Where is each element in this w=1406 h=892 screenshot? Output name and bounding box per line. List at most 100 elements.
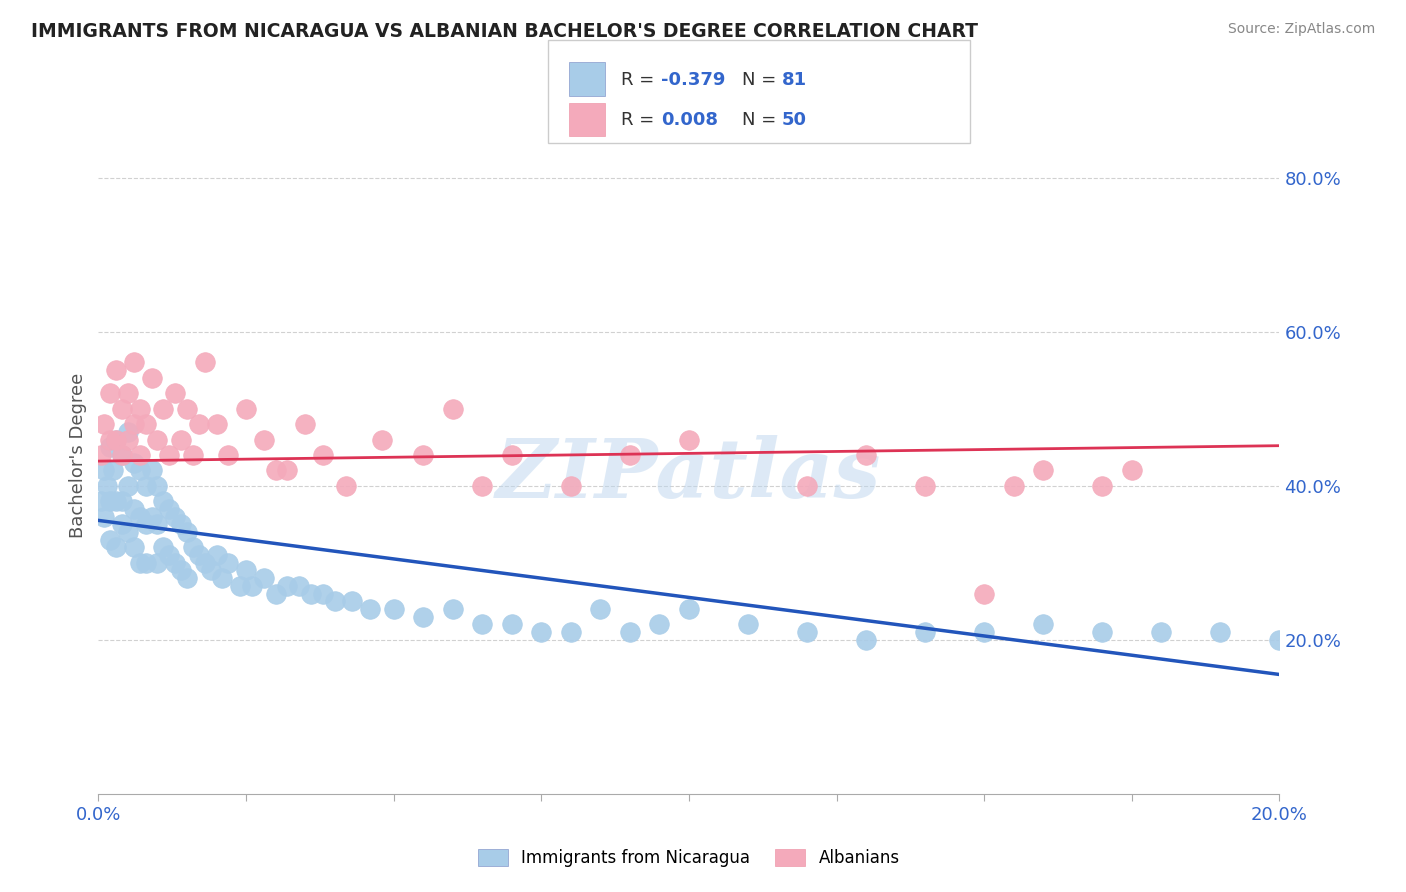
Point <box>560 479 582 493</box>
Point <box>111 517 134 532</box>
Point <box>122 355 145 369</box>
Point <box>128 509 150 524</box>
Point <box>98 533 121 547</box>
Text: IMMIGRANTS FROM NICARAGUA VS ALBANIAN BACHELOR'S DEGREE CORRELATION CHART: IMMIGRANTS FROM NICARAGUA VS ALBANIAN BA… <box>31 22 979 41</box>
Point <box>796 625 818 640</box>
Point <box>93 463 115 477</box>
Point <box>98 494 121 508</box>
Point <box>235 564 257 578</box>
Point <box>128 463 150 477</box>
Point <box>176 401 198 416</box>
Point <box>176 524 198 539</box>
Text: N =: N = <box>742 112 782 129</box>
Point <box>1268 632 1291 647</box>
Point <box>122 417 145 431</box>
Point <box>157 448 180 462</box>
Point <box>678 602 700 616</box>
Point <box>165 556 187 570</box>
Point <box>105 541 128 555</box>
Text: R =: R = <box>621 71 661 89</box>
Point <box>264 463 287 477</box>
Point <box>170 433 193 447</box>
Point <box>312 448 335 462</box>
Point <box>1150 625 1173 640</box>
Point <box>103 463 125 477</box>
Point <box>294 417 316 431</box>
Point <box>111 448 134 462</box>
Point <box>135 556 157 570</box>
Point <box>737 617 759 632</box>
Point <box>471 479 494 493</box>
Text: N =: N = <box>742 71 782 89</box>
Point <box>128 448 150 462</box>
Point <box>299 586 322 600</box>
Point <box>1209 625 1232 640</box>
Point <box>441 602 464 616</box>
Point <box>412 609 434 624</box>
Point <box>276 463 298 477</box>
Point <box>157 501 180 516</box>
Point <box>117 524 139 539</box>
Point <box>530 625 553 640</box>
Point <box>235 401 257 416</box>
Point <box>1121 463 1143 477</box>
Point <box>96 479 118 493</box>
Point <box>128 556 150 570</box>
Point <box>194 355 217 369</box>
Point <box>441 401 464 416</box>
Point <box>152 541 174 555</box>
Point <box>117 433 139 447</box>
Point <box>135 417 157 431</box>
Point <box>146 479 169 493</box>
Point <box>560 625 582 640</box>
Point <box>312 586 335 600</box>
Point <box>187 548 209 562</box>
Point <box>135 479 157 493</box>
Point <box>141 371 163 385</box>
Point <box>264 586 287 600</box>
Point <box>105 363 128 377</box>
Point <box>93 509 115 524</box>
Point <box>211 571 233 585</box>
Point <box>217 448 239 462</box>
Legend: Immigrants from Nicaragua, Albanians: Immigrants from Nicaragua, Albanians <box>471 842 907 873</box>
Point <box>200 564 222 578</box>
Point <box>205 548 228 562</box>
Point <box>205 417 228 431</box>
Point <box>152 401 174 416</box>
Point <box>122 456 145 470</box>
Point <box>146 433 169 447</box>
Point <box>90 494 112 508</box>
Point <box>98 440 121 454</box>
Point <box>1032 463 1054 477</box>
Point <box>914 625 936 640</box>
Point <box>1091 479 1114 493</box>
Point <box>253 571 276 585</box>
Point <box>111 448 134 462</box>
Y-axis label: Bachelor's Degree: Bachelor's Degree <box>69 372 87 538</box>
Point <box>141 463 163 477</box>
Point <box>170 564 193 578</box>
Point <box>105 433 128 447</box>
Point <box>135 517 157 532</box>
Point <box>619 448 641 462</box>
Point <box>105 433 128 447</box>
Point <box>323 594 346 608</box>
Point <box>855 632 877 647</box>
Point <box>276 579 298 593</box>
Point <box>253 433 276 447</box>
Point <box>973 625 995 640</box>
Point <box>501 448 523 462</box>
Point <box>117 479 139 493</box>
Point <box>141 509 163 524</box>
Point <box>359 602 381 616</box>
Point <box>181 541 204 555</box>
Point <box>181 448 204 462</box>
Point <box>128 401 150 416</box>
Point <box>98 386 121 401</box>
Point <box>98 433 121 447</box>
Point <box>170 517 193 532</box>
Point <box>217 556 239 570</box>
Text: 81: 81 <box>782 71 807 89</box>
Point <box>589 602 612 616</box>
